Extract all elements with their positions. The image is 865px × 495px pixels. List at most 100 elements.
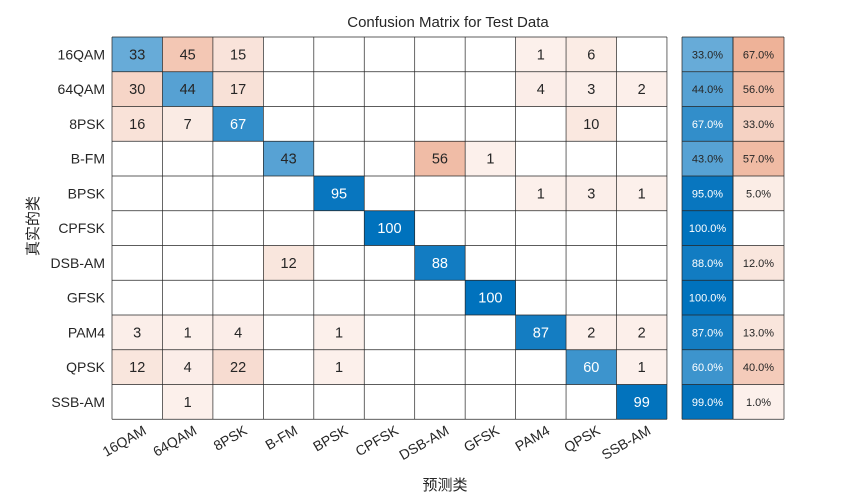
matrix-cell — [616, 141, 667, 176]
cell-value: 87 — [533, 325, 549, 341]
matrix-cell — [515, 280, 567, 315]
matrix-cell — [112, 210, 163, 246]
matrix-cell — [313, 141, 365, 176]
summary-correct-cell — [682, 71, 733, 107]
cell-value: 1 — [335, 360, 343, 376]
matrix-cell — [364, 280, 415, 315]
y-tick-label: B-FM — [71, 151, 105, 167]
chart-title: Confusion Matrix for Test Data — [347, 14, 549, 31]
cell-value: 4 — [234, 325, 242, 341]
cell-value: 10 — [583, 117, 599, 133]
cell-value: 17 — [230, 82, 246, 98]
matrix-cell — [414, 210, 466, 246]
x-tick-label: PAM4 — [512, 422, 552, 455]
matrix-cell — [616, 349, 667, 385]
cell-value: 12 — [129, 360, 145, 376]
summary-correct-value: 95.0% — [692, 188, 723, 200]
summary-correct-value: 88.0% — [692, 258, 723, 270]
matrix-cell — [112, 384, 163, 420]
x-tick-label: 64QAM — [150, 422, 199, 460]
matrix-cell — [566, 280, 617, 315]
y-tick-label: 64QAM — [58, 81, 105, 97]
matrix-cell — [465, 71, 516, 107]
cell-value: 95 — [331, 186, 347, 202]
matrix-cell — [414, 384, 466, 420]
summary-correct-cell — [682, 349, 733, 385]
cell-value: 1 — [335, 325, 343, 341]
matrix-cell — [313, 245, 365, 281]
matrix-cell — [465, 176, 516, 211]
y-tick-label: BPSK — [68, 185, 106, 201]
matrix-cell — [263, 315, 314, 350]
matrix-cell — [212, 37, 264, 72]
matrix-cell — [263, 71, 314, 107]
summary-correct-value: 44.0% — [692, 84, 723, 96]
matrix-cell — [414, 141, 466, 176]
x-tick-label: CPFSK — [353, 422, 402, 460]
matrix-cell — [212, 176, 264, 211]
summary-correct-cell — [682, 141, 733, 176]
y-tick-labels: 16QAM 64QAM 8PSK B-FM BPSK CPFSK DSB-AM GFSK PAM… — [51, 46, 106, 410]
matrix-cell — [414, 280, 466, 315]
matrix-cell — [414, 37, 466, 72]
matrix-cell — [162, 71, 213, 107]
matrix-cell — [263, 106, 314, 142]
summary-correct-value: 99.0% — [692, 397, 723, 409]
x-tick-label: 16QAM — [100, 422, 149, 460]
matrix-cell — [616, 106, 667, 142]
cell-value: 1 — [184, 395, 192, 411]
x-tick-label: SSB-AM — [599, 422, 653, 463]
matrix-cell — [263, 210, 314, 246]
summary-correct-cell — [682, 37, 733, 72]
cell-value: 2 — [638, 325, 646, 341]
matrix-cell — [414, 71, 466, 107]
matrix-cell — [162, 280, 213, 315]
matrix-cell — [566, 349, 617, 385]
matrix-cell — [162, 315, 213, 350]
matrix-cell — [313, 210, 365, 246]
summary-correct-value: 43.0% — [692, 154, 723, 166]
matrix-cell — [162, 141, 213, 176]
matrix-cell — [465, 315, 516, 350]
matrix-cell — [112, 37, 163, 72]
matrix-cell — [566, 37, 617, 72]
summary-incorrect-value: 1.0% — [746, 397, 771, 409]
cell-value: 33 — [129, 47, 145, 63]
cell-value: 12 — [281, 256, 297, 272]
matrix-cell — [616, 245, 667, 281]
matrix-cell — [212, 349, 264, 385]
matrix-cell — [212, 315, 264, 350]
matrix-cell — [112, 176, 163, 211]
matrix-cell — [112, 349, 163, 385]
cell-value: 67 — [230, 117, 246, 133]
matrix-cell — [263, 245, 314, 281]
summary-correct-value: 33.0% — [692, 49, 723, 61]
matrix-cell — [566, 210, 617, 246]
cell-value: 30 — [129, 82, 145, 98]
matrix-cell — [364, 349, 415, 385]
matrix-cell — [212, 280, 264, 315]
matrix-cell — [263, 141, 314, 176]
x-tick-label: DSB-AM — [396, 422, 451, 463]
cell-value: 2 — [587, 325, 595, 341]
cell-value: 1 — [537, 186, 545, 202]
matrix-cell — [263, 37, 314, 72]
matrix-cell — [465, 106, 516, 142]
summary-correct-cell — [682, 315, 733, 350]
summary-correct-value: 60.0% — [692, 362, 723, 374]
matrix-cell — [313, 280, 365, 315]
matrix-cell — [414, 106, 466, 142]
matrix-cell — [212, 141, 264, 176]
cell-value: 3 — [587, 186, 595, 202]
cell-value: 45 — [180, 47, 196, 63]
matrix-cell — [465, 349, 516, 385]
cell-value: 43 — [281, 152, 297, 168]
matrix-cell — [465, 245, 516, 281]
matrix-cell — [263, 176, 314, 211]
matrix-cell — [313, 384, 365, 420]
matrix-cell — [364, 71, 415, 107]
matrix-cell — [515, 349, 567, 385]
matrix-cell — [616, 384, 667, 420]
y-tick-label: CPFSK — [58, 220, 105, 236]
